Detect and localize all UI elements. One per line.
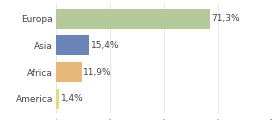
Text: 15,4%: 15,4%	[91, 41, 120, 50]
Text: 11,9%: 11,9%	[83, 68, 112, 77]
Bar	[56, 89, 59, 109]
Text: 1,4%: 1,4%	[61, 94, 83, 103]
Bar	[56, 62, 82, 82]
Text: 71,3%: 71,3%	[211, 14, 240, 23]
Bar	[56, 35, 89, 55]
Bar	[56, 9, 210, 29]
